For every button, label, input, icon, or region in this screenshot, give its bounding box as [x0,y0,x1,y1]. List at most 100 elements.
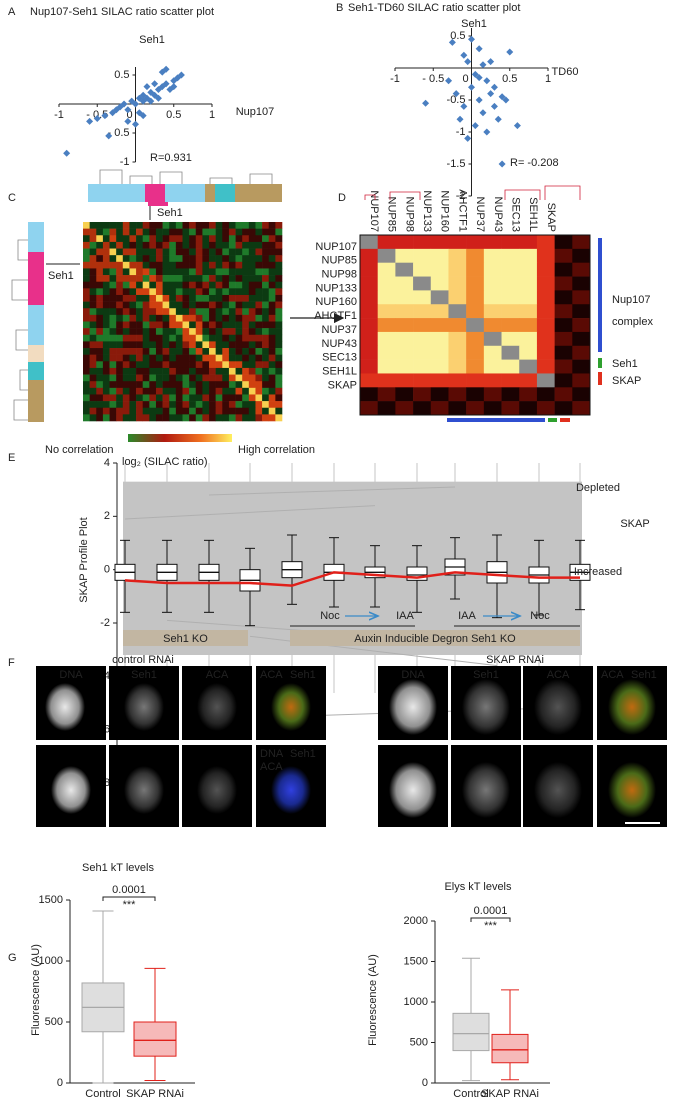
y-tick-label: 4 [104,457,110,469]
heatmap-cell [255,367,263,375]
dendrogram-band [28,362,44,380]
heatmap-cell [169,354,177,362]
heatmap-cell [195,288,203,296]
heatmap-cell [162,387,170,395]
heatmap-cell [142,261,150,269]
point [151,80,159,88]
heatmap-cell [109,308,117,316]
y-tick-label: 0 [104,564,110,576]
cell-signal [389,679,437,735]
heatmap-cell [83,394,90,402]
heatmap-cell [202,255,210,263]
point [502,96,510,104]
heatmap-cell [175,374,183,382]
point [162,65,170,73]
heatmap-cell [149,255,157,263]
heatmap-cell [122,241,130,249]
column-label: SEC13 [509,197,521,232]
heatmap-cell [129,268,137,276]
heatmap-cell [255,301,263,309]
heatmap-cell [182,241,190,249]
heatmap-cell [235,222,243,229]
heatmap-cell [262,341,270,349]
heatmap-cell [169,334,177,342]
heatmap-cell [255,281,263,289]
point [513,122,521,130]
matrix-cell [466,235,485,250]
cell-signal [197,766,237,814]
heatmap-cell [136,235,143,243]
heatmap-cell [109,275,117,282]
heatmap-cell [248,401,256,409]
heatmap-cell [169,414,177,422]
point [471,70,479,78]
matrix-cell [483,331,502,347]
heatmap-cell [235,288,243,296]
heatmap-cell [248,248,256,256]
heatmap-cell [209,301,216,309]
heatmap-cell [149,367,157,375]
heatmap-cell [96,241,104,249]
heatmap-cell [182,414,190,422]
heatmap-cell [209,394,216,402]
panel-letter: G [8,952,17,964]
heatmap-cell [136,275,143,282]
box [133,1021,177,1057]
heatmap-cell [169,228,177,236]
heatmap-label: Seh1 [48,270,74,282]
heatmap-cell [155,281,163,289]
heatmap-cell [189,394,197,402]
matrix-cell [536,345,555,360]
heatmap-cell [136,414,143,422]
heatmap-cell [235,367,243,375]
heatmap-cell [109,261,117,269]
heatmap-cell [89,361,97,369]
heatmap-cell [242,261,250,269]
matrix-cell [377,290,396,305]
heatmap-cell [262,248,270,256]
heatmap-cell [262,367,270,375]
matrix-cell [554,262,573,277]
heatmap-cell [155,241,163,249]
matrix-cell [483,262,502,277]
heatmap-cell [268,407,276,415]
heatmap-cell [222,361,230,369]
heatmap-cell [142,381,150,389]
heatmap-cell [89,255,97,263]
dendrogram-band [28,222,44,252]
heatmap-cell [116,334,124,342]
heatmap-cell [268,348,276,355]
heatmap-cell [215,354,223,362]
heatmap-cell [202,354,210,362]
heatmap-cell [235,275,243,282]
group-bar [598,238,602,352]
profile-line [208,486,456,496]
legend-label: SKAP [620,518,649,530]
heatmap-cell [169,407,177,415]
heatmap-cell [215,268,223,276]
heatmap-cell [116,321,124,329]
heatmap-cell [89,314,97,322]
heatmap-cell [142,341,150,349]
heatmap-cell [142,228,150,236]
matrix-cell [395,331,414,347]
heatmap-cell [182,407,190,415]
point [132,120,139,128]
matrix-cell [536,373,555,388]
x-tick-label: - 0.5 [422,73,444,85]
matrix-cell [413,387,432,402]
heatmap-cell [162,341,170,349]
heatmap-cell [175,407,183,415]
y-axis-label: SKAP Profile Plot [78,517,90,602]
heatmap-cell [96,348,104,355]
heatmap-cell [242,321,250,329]
color-scale [128,434,232,442]
heatmap-cell [248,354,256,362]
matrix-cell [536,290,555,305]
matrix-cell [360,318,378,333]
matrix-cell [377,304,396,319]
point [105,132,113,140]
matrix-cell [572,304,591,319]
heatmap-cell [83,407,90,415]
